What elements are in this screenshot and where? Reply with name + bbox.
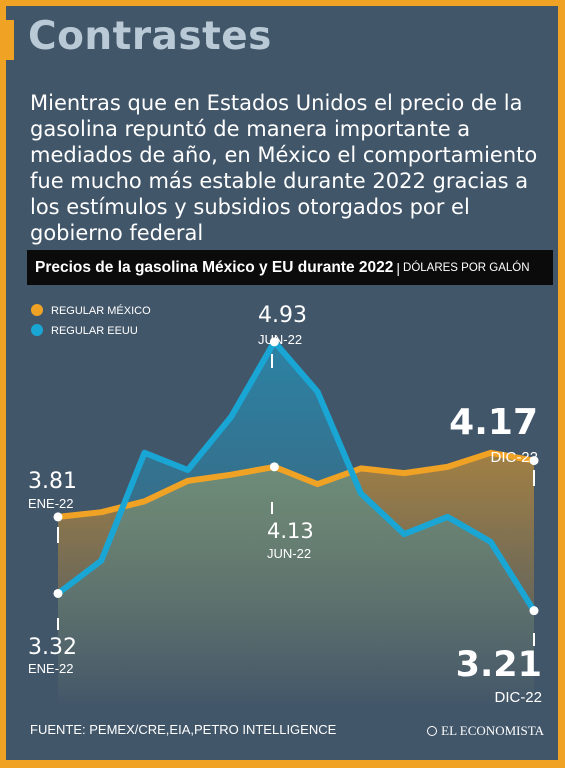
annotation-us-ene-point: [53, 588, 63, 598]
source-note: FUENTE: PEMEX/CRE,EIA,PETRO INTELLIGENCE: [30, 722, 337, 737]
annotation-us-jun-value: 4.93: [258, 303, 307, 328]
series-mexico-line: [55, 449, 537, 520]
chart-header: Precios de la gasolina México y EU duran…: [27, 250, 553, 285]
description-text: Mientras que en Estados Unidos el precio…: [30, 91, 538, 245]
annotation-us-ene-value: 3.32: [28, 635, 77, 660]
annotation-mx-dic-date: DIC-22: [490, 449, 538, 466]
publisher-logo: EL ECONOMISTA: [427, 723, 544, 739]
logo-text: EL ECONOMISTA: [441, 723, 544, 738]
annotation-mx-ene-value: 3.81: [28, 469, 77, 494]
annotation-mx-jun-value: 4.13: [267, 519, 314, 543]
annotation-us-jun-date: JUN-22: [258, 332, 302, 347]
annotation-mx-ene-date: ENE-22: [28, 496, 74, 511]
annotation-mx-dic-value: 4.17: [449, 402, 538, 443]
series-eeuu-area: [58, 341, 534, 706]
legend-mexico-label: REGULAR MÉXICO: [51, 304, 151, 317]
chart-units: DÓLARES POR GALÓN: [403, 261, 530, 274]
annotation-mx-jun-point: [269, 462, 279, 472]
annotation-us-dic-value: 3.21: [456, 645, 542, 685]
chart-title: Precios de la gasolina México y EU duran…: [35, 258, 394, 276]
annotation-mx-dic-point: [529, 456, 539, 466]
chart-title-separator: |: [396, 259, 401, 276]
series-eeuu-line: [55, 338, 537, 614]
page-title: Contrastes: [28, 14, 272, 59]
annotation-us-ene-date: ENE-22: [28, 661, 74, 676]
logo-mark-icon: [427, 726, 438, 736]
annotation-us-jun-point: [269, 337, 279, 347]
annotation-mx-jun-date: JUN-22: [267, 546, 311, 561]
annotation-mx-ene-point: [53, 512, 63, 522]
legend-eeuu-swatch: [31, 324, 43, 336]
annotation-us-dic-date: DIC-22: [494, 689, 542, 706]
legend-eeuu-label: REGULAR EEUU: [51, 325, 138, 337]
legend-mexico-swatch: [31, 304, 43, 316]
chart-area: REGULAR MÉXICO REGULAR EEUU 3.81 ENE-22 4.13…: [28, 303, 542, 706]
infographic-card: Contrastes Mientras que en Estados Unido…: [6, 6, 558, 760]
annotation-us-dic-point: [529, 606, 539, 616]
title-accent-bar: [6, 20, 14, 60]
